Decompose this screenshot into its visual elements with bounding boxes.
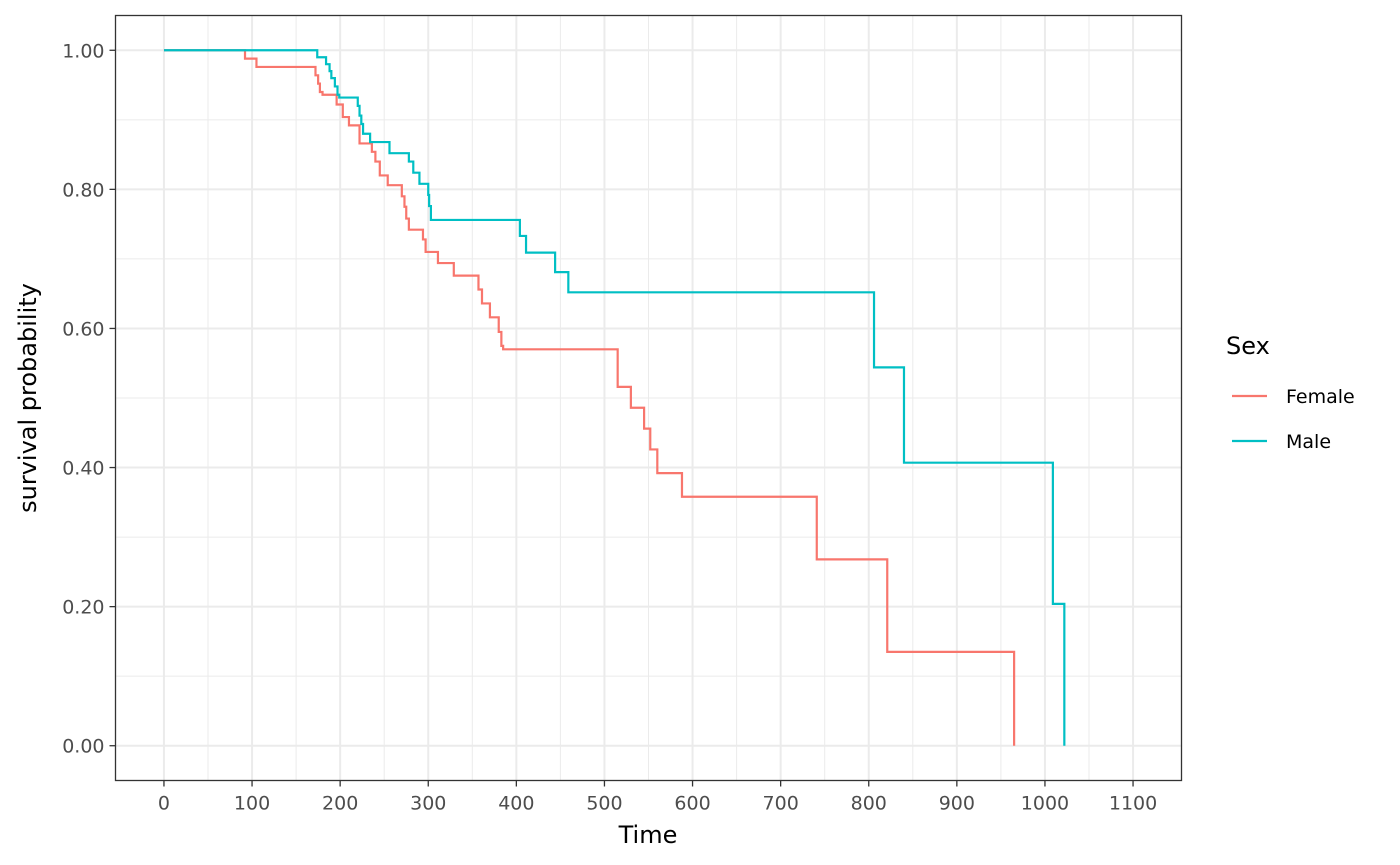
x-axis: 0 100 200 300 400 500 600 700 800 900 1000 1100	[158, 780, 1157, 815]
x-tick-label: 1000	[1021, 793, 1069, 815]
y-tick-label: 0.40	[62, 458, 104, 480]
legend-label-male: Male	[1286, 431, 1331, 453]
x-tick-label: 800	[851, 793, 887, 815]
x-tick-label: 300	[410, 793, 446, 815]
x-tick-label: 1100	[1109, 793, 1157, 815]
grid-major	[115, 15, 1182, 781]
y-axis-title: survival probability	[14, 283, 42, 513]
x-tick-label: 0	[158, 793, 170, 815]
y-tick-label: 0.20	[62, 597, 104, 619]
y-tick-label: 0.80	[62, 179, 104, 201]
x-tick-label: 600	[674, 793, 710, 815]
legend-items: Female Male	[1232, 386, 1355, 453]
x-tick-label: 200	[322, 793, 358, 815]
plot-border	[114, 14, 1183, 782]
legend: Sex Female Male	[1226, 332, 1355, 453]
x-tick-label: 900	[939, 793, 975, 815]
x-tick-label: 700	[763, 793, 799, 815]
legend-title: Sex	[1226, 332, 1270, 360]
x-tick-label: 100	[234, 793, 270, 815]
y-tick-label: 1.00	[62, 40, 104, 62]
series-layer	[163, 49, 1066, 746]
y-tick-label: 0.60	[62, 318, 104, 340]
x-tick-label: 500	[586, 793, 622, 815]
series-line-male	[163, 49, 1066, 746]
legend-label-female: Female	[1286, 386, 1355, 408]
y-axis: 0.00 0.20 0.40 0.60 0.80 1.00	[62, 40, 116, 758]
x-axis-title: Time	[618, 821, 678, 849]
series-line-female	[163, 49, 1016, 746]
y-tick-label: 0.00	[62, 736, 104, 758]
x-tick-label: 400	[498, 793, 534, 815]
